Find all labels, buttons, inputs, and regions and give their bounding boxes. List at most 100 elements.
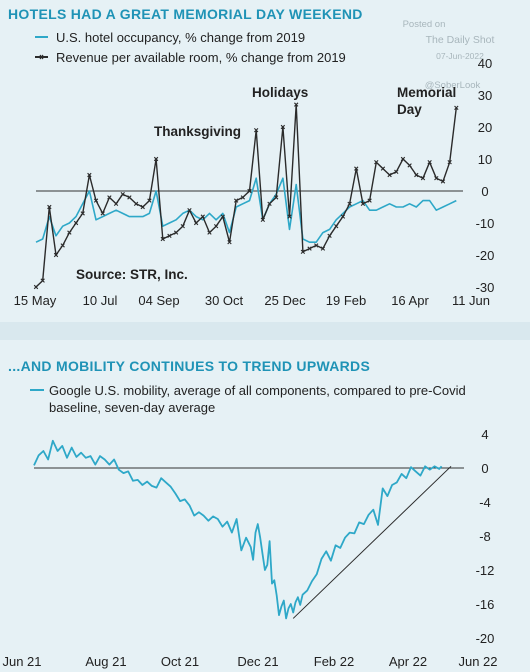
- legend-label: U.S. hotel occupancy, % change from 2019: [56, 30, 305, 45]
- data-point-marker: [340, 214, 346, 219]
- data-point-marker: [407, 163, 412, 168]
- data-point-marker: [53, 252, 59, 258]
- legend-label: Revenue per available room, % change fro…: [56, 50, 346, 65]
- hotel-chart-title: HOTELS HAD A GREAT MEMORIAL DAY WEEKEND: [8, 6, 363, 22]
- data-point-marker: [440, 179, 446, 184]
- legend-label-line1: Google U.S. mobility, average of all com…: [49, 383, 466, 398]
- x-tick-label: Apr 22: [389, 654, 427, 669]
- data-point-marker: [87, 172, 92, 178]
- data-point-marker: [40, 278, 45, 283]
- data-point-marker: [127, 195, 132, 200]
- data-point-marker: [113, 201, 119, 206]
- data-point-marker: [140, 204, 145, 210]
- data-point-marker: [253, 128, 259, 133]
- data-point-marker: [367, 198, 372, 203]
- data-point-marker: [387, 172, 392, 178]
- series-line-revenue-per-available-room-cha: [35, 103, 457, 288]
- data-point-marker: [33, 284, 39, 290]
- data-point-marker: [447, 160, 452, 165]
- y-tick-label: -10: [476, 216, 495, 231]
- data-point-marker: [187, 208, 192, 213]
- data-point-marker: [400, 156, 406, 162]
- watermark-posted-on: Posted on: [402, 19, 446, 30]
- x-tick-label: 04 Sep: [138, 293, 179, 308]
- data-point-marker: [314, 243, 319, 248]
- data-point-marker: [427, 160, 432, 165]
- data-point-marker: [93, 198, 99, 203]
- data-point-marker: [374, 160, 379, 165]
- mobility-series-line: [33, 439, 443, 620]
- x-tick-label: 25 Dec: [264, 293, 306, 308]
- legend-marker: [39, 54, 44, 60]
- data-point-marker: [354, 166, 359, 171]
- data-point-marker: [247, 188, 252, 194]
- x-tick-label: Dec 21: [237, 654, 278, 669]
- data-point-marker: [173, 230, 179, 235]
- trend-line: [292, 465, 452, 619]
- data-point-marker: [227, 240, 232, 245]
- data-point-marker: [420, 176, 426, 181]
- annotation-holidays: Holidays: [252, 85, 308, 100]
- x-tick-label: Jun 21: [2, 654, 41, 669]
- data-point-marker: [307, 246, 312, 251]
- mobility-chart-panel: ...AND MOBILITY CONTINUES TO TREND UPWAR…: [0, 340, 530, 672]
- x-tick-label: 30 Oct: [205, 293, 244, 308]
- data-point-marker: [347, 201, 352, 206]
- data-point-marker: [394, 169, 399, 174]
- data-point-marker: [287, 214, 292, 219]
- x-tick-label: 19 Feb: [326, 293, 366, 308]
- watermark-handle: @SoberLook: [424, 80, 481, 91]
- data-point-marker: [167, 233, 172, 238]
- data-point-marker: [120, 192, 125, 197]
- data-point-marker: [454, 105, 459, 110]
- data-point-marker: [414, 172, 419, 178]
- hotel-chart-svg: 40 30 20 10 0 -10 -20 -30 15 May 10 Jul 04 Sep 30 O…: [14, 30, 495, 308]
- y-tick-label: 40: [478, 56, 492, 71]
- x-tick-label: Feb 22: [314, 654, 354, 669]
- y-tick-label: -16: [476, 597, 495, 612]
- data-point-marker: [73, 220, 79, 226]
- data-point-marker: [267, 201, 272, 206]
- data-point-marker: [133, 201, 139, 206]
- x-tick-label: Oct 21: [161, 654, 199, 669]
- annotation-memorial-day-line1: Memorial: [397, 85, 456, 100]
- y-tick-label: -20: [476, 248, 495, 263]
- mobility-chart-svg: 4 0 -4 -8 -12 -16 -20 Jun 21 Aug 21 Oct 21 Dec 21 F…: [2, 383, 497, 669]
- data-point-marker: [107, 195, 112, 200]
- data-point-marker: [360, 201, 366, 206]
- y-tick-label: 0: [481, 184, 488, 199]
- annotation-thanksgiving: Thanksgiving: [154, 124, 241, 139]
- x-tick-label: 11 Jun: [452, 293, 490, 308]
- data-point-marker: [220, 214, 226, 219]
- data-point-marker: [380, 166, 386, 171]
- data-point-marker: [434, 176, 439, 181]
- data-point-marker: [67, 230, 72, 235]
- chart-source: Source: STR, Inc.: [76, 267, 188, 282]
- data-point-marker: [160, 236, 165, 242]
- y-tick-label: 4: [481, 427, 488, 442]
- y-tick-label: 0: [481, 461, 488, 476]
- data-point-marker: [273, 195, 279, 200]
- y-tick-label: -30: [476, 280, 495, 295]
- annotation-memorial-day-line2: Day: [397, 102, 422, 117]
- data-point-marker: [60, 243, 65, 248]
- data-point-marker: [260, 217, 266, 222]
- series-line-u-s-hotel-occupancy-change-fro: [35, 177, 457, 243]
- data-point-marker: [193, 220, 199, 226]
- data-point-marker: [334, 224, 339, 229]
- y-tick-label: 10: [478, 152, 492, 167]
- data-point-marker: [200, 214, 205, 219]
- data-point-marker: [300, 249, 306, 254]
- data-point-marker: [294, 102, 299, 107]
- data-point-marker: [47, 204, 52, 210]
- data-point-marker: [180, 224, 185, 229]
- x-tick-label: 16 Apr: [391, 293, 429, 308]
- y-tick-label: -4: [479, 495, 491, 510]
- watermark-source-name: The Daily Shot: [425, 34, 495, 46]
- watermark-date: 07-Jun-2022: [436, 51, 484, 61]
- hotel-chart-panel: HOTELS HAD A GREAT MEMORIAL DAY WEEKEND …: [0, 0, 530, 322]
- data-point-marker: [100, 211, 105, 216]
- data-point-marker: [240, 195, 246, 200]
- data-point-marker: [320, 246, 326, 251]
- x-tick-label: Aug 21: [85, 654, 126, 669]
